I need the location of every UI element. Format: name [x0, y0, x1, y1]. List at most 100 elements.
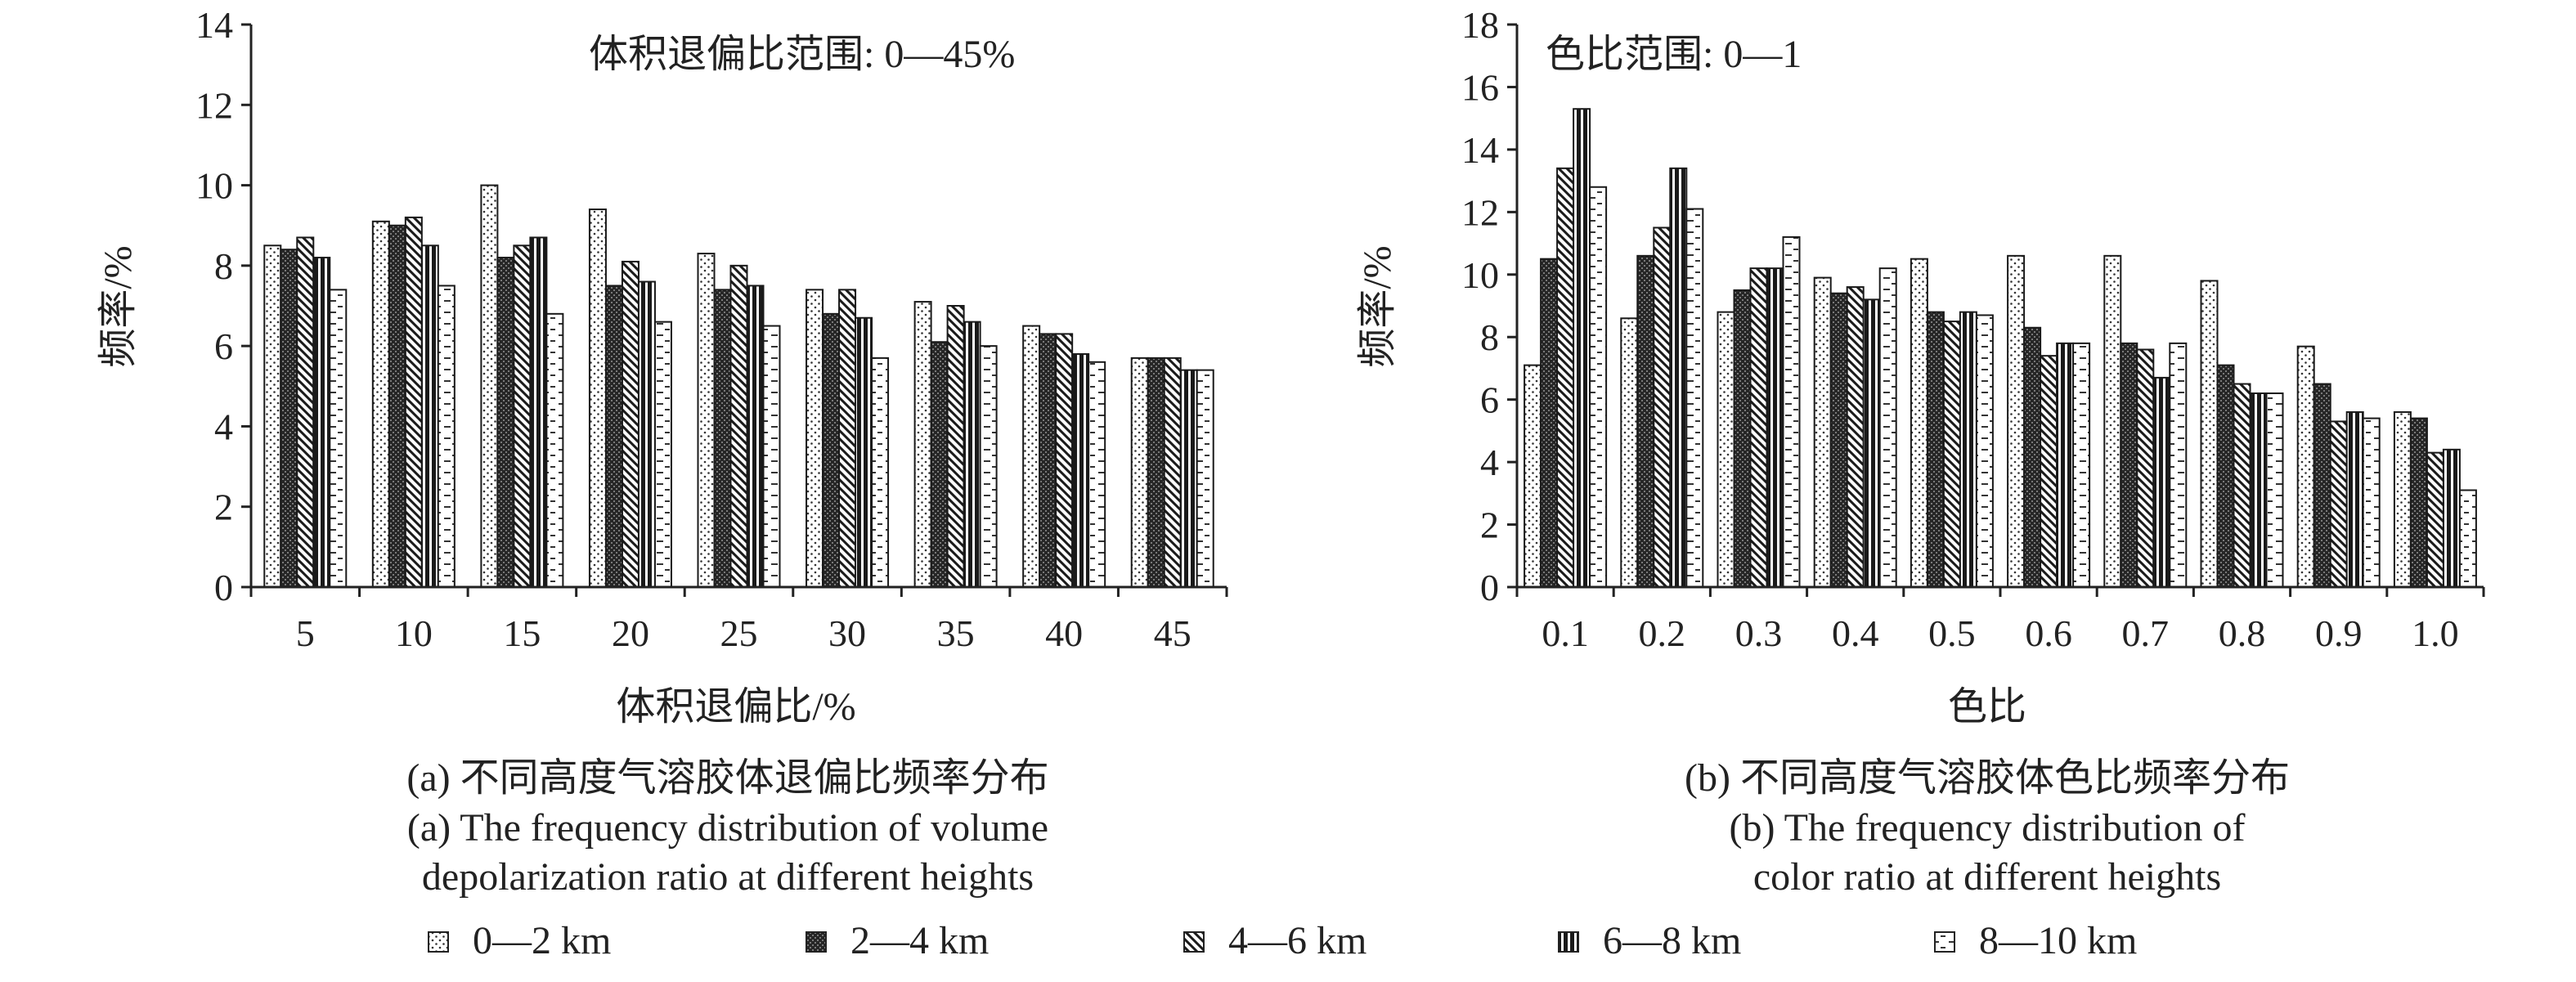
chart-b-bar [1733, 289, 1752, 588]
legend-label-0-2km: 0—2 km [473, 919, 611, 962]
legend-item-8-10km: 8—10 km [1934, 919, 2137, 962]
chart-b-x-tick-label: 0.8 [2219, 612, 2266, 654]
chart-b-bar [1910, 258, 1928, 588]
chart-b-bar [1862, 298, 1881, 588]
chart-b-bar [1636, 254, 1655, 588]
chart-b-x-tick-label: 1.0 [2412, 612, 2459, 654]
chart-a-bar [1039, 333, 1057, 588]
chart-b-y-tick-label: 2 [1480, 504, 1499, 546]
chart-a-bar [1088, 361, 1106, 588]
chart-b-caption-cn: (b) 不同高度气溶胶体色比频率分布 [1685, 756, 2290, 800]
chart-a-ylabel: 频率/% [96, 245, 140, 367]
chart-a-bar [871, 356, 890, 588]
chart-a-y-tick-label: 10 [195, 165, 233, 207]
legend-swatch-0-2km [428, 931, 449, 953]
chart-b-x-tick-label: 0.1 [1542, 612, 1589, 654]
chart-b-xlabel: 色比 [1948, 685, 2026, 729]
chart-b-bar [1653, 226, 1672, 588]
chart-a-bar [296, 236, 315, 588]
legend-label-2-4km: 2—4 km [850, 919, 989, 962]
legend-label-8-10km: 8—10 km [1979, 919, 2137, 962]
chart-a-bar [713, 289, 732, 588]
chart-b-bar [1556, 167, 1575, 589]
chart-a-x-tick-label: 45 [1154, 612, 1192, 654]
chart-b-x-tick-label: 0.6 [2025, 612, 2072, 654]
chart-a-bar [496, 257, 515, 588]
chart-a: 0 2 4 6 8 10 12 14 5 10 15 20 25 30 35 40 45 体积退偏比范围: 0… [96, 4, 1228, 899]
chart-b-bar [2458, 489, 2477, 588]
chart-b-bar [1813, 276, 1832, 588]
chart-a-y-tick-label: 0 [214, 567, 233, 608]
chart-a-x-ticks: 5 10 15 20 25 30 35 40 45 [249, 587, 1228, 654]
chart-a-bar [604, 285, 623, 588]
chart-a-bar [637, 280, 656, 588]
legend: 0—2 km 2—4 km 4—6 km 6—8 km 8—10 km [428, 919, 2137, 962]
chart-a-bar [1196, 369, 1214, 588]
legend-item-2-4km: 2—4 km [806, 919, 989, 962]
chart-a-bar [312, 257, 331, 588]
chart-a-y-tick-label: 12 [195, 84, 233, 126]
chart-b-bar [2200, 280, 2219, 588]
chart-a-bar [480, 184, 499, 588]
chart-a-bar [855, 316, 873, 588]
chart-b-bar [2120, 342, 2138, 588]
chart-b-bar [2362, 417, 2381, 588]
chart-b-y-tick-label: 0 [1480, 567, 1499, 608]
chart-a-bar [1163, 356, 1182, 588]
chart-a-bar [729, 264, 748, 588]
chart-b-y-tick-label: 14 [1461, 129, 1499, 171]
chart-b-x-tick-label: 0.7 [2122, 612, 2170, 654]
chart-b-bar [2007, 254, 2026, 588]
chart-a-xlabel: 体积退偏比/% [616, 685, 855, 729]
chart-b-bar [2023, 326, 2042, 588]
chart-b-bar [2152, 376, 2171, 588]
chart-a-y-tick-label: 4 [214, 406, 233, 447]
chart-a-bar [762, 325, 781, 588]
chart-b-y-ticks: 0 2 4 6 8 10 12 14 16 18 [1461, 4, 1517, 608]
chart-a-bar [653, 321, 672, 588]
chart-b-bars [1524, 108, 2477, 589]
chart-a-bar [621, 260, 640, 588]
chart-a-bar [404, 216, 423, 588]
chart-a-y-tick-label: 8 [214, 245, 233, 287]
chart-b-bar [1540, 258, 1559, 588]
chart-b-caption-en-2: color ratio at different heights [1753, 855, 2221, 899]
chart-a-bar [1147, 356, 1165, 588]
chart-b-bar [1749, 267, 1768, 588]
legend-label-4-6km: 4—6 km [1228, 919, 1367, 962]
chart-b-bar [2393, 410, 2412, 589]
chart-b-bar [2169, 342, 2188, 588]
chart-b-bar [1524, 364, 1542, 588]
chart-b-bar [1589, 186, 1608, 588]
chart-a-bar [963, 321, 981, 588]
chart-a-bar [263, 244, 282, 588]
chart-b-bar [2296, 345, 2315, 588]
chart-a-bar [746, 285, 765, 588]
chart-b-bar [2233, 383, 2251, 588]
chart-a-bar [529, 236, 548, 588]
chart-a-x-tick-label: 40 [1045, 612, 1083, 654]
chart-a-x-tick-label: 5 [296, 612, 315, 654]
chart-b-ylabel: 频率/% [1356, 245, 1399, 367]
chart-a-bar [513, 244, 532, 588]
chart-b-x-tick-label: 0.4 [1832, 612, 1879, 654]
chart-a-caption-en-1: (a) The frequency distribution of volume [407, 806, 1048, 850]
chart-a-bar [280, 249, 298, 588]
chart-b-annotation: 色比范围: 0—1 [1546, 33, 1802, 76]
chart-a-bars [263, 184, 1214, 588]
chart-a-bar [1055, 333, 1074, 588]
chart-b-caption-en-1: (b) The frequency distribution of [1730, 806, 2246, 850]
chart-a-bar [437, 285, 456, 588]
chart-a-bar [946, 305, 965, 588]
chart-b-bar [1846, 286, 1865, 588]
chart-b-y-tick-label: 18 [1461, 4, 1499, 46]
chart-b-y-tick-label: 8 [1480, 316, 1499, 358]
chart-a-bar [1022, 325, 1041, 588]
chart-a-x-tick-label: 20 [612, 612, 649, 654]
legend-label-6-8km: 6—8 km [1603, 919, 1741, 962]
chart-a-bar [329, 289, 348, 588]
chart-a-annotation: 体积退偏比范围: 0—45% [589, 33, 1015, 76]
chart-a-bar [1071, 352, 1090, 588]
chart-b-x-tick-label: 0.2 [1639, 612, 1686, 654]
chart-b-x-ticks: 0.1 0.2 0.3 0.4 0.5 0.6 0.7 0.8 0.9 1.0 [1515, 587, 2485, 654]
